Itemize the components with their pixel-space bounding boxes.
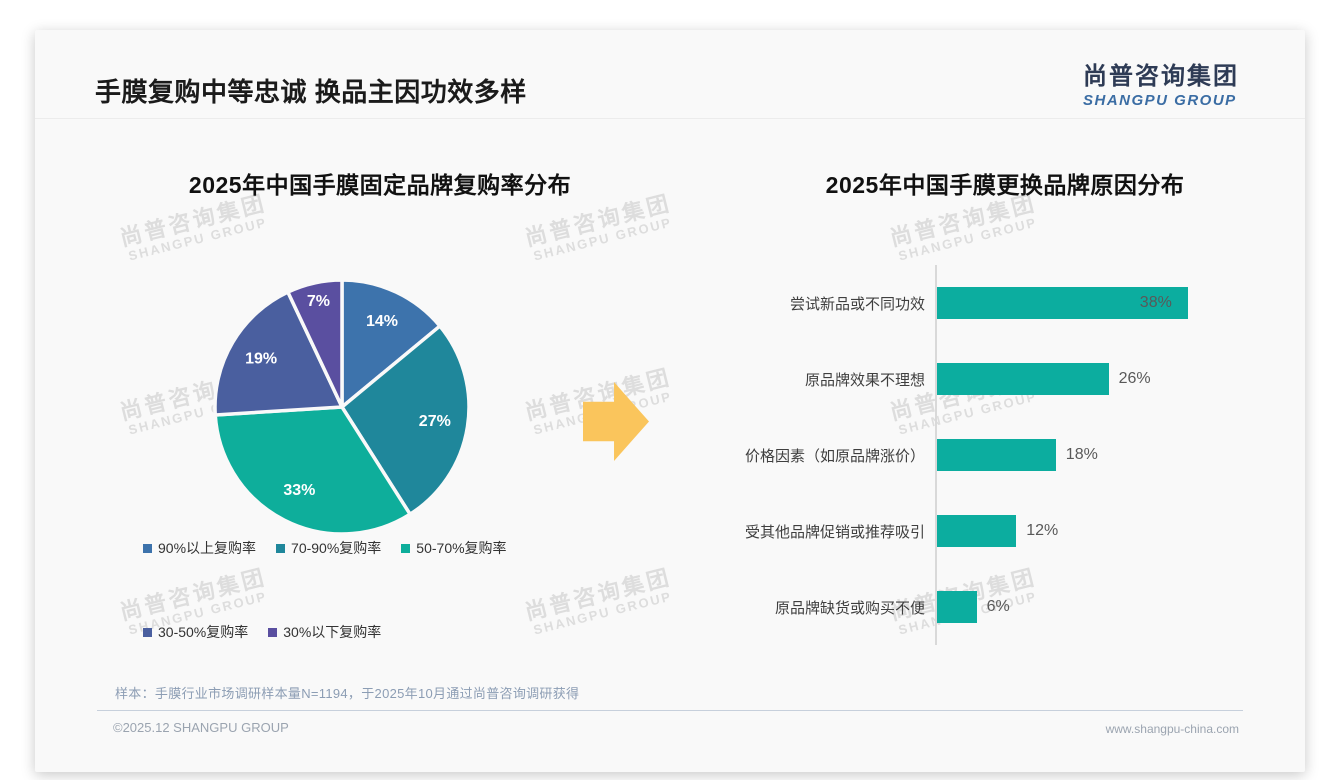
pie-slice <box>340 278 442 409</box>
pie-chart-container: 14% 27% 33% 19% 7% <box>207 272 477 542</box>
legend-item: 50-70%复购率 <box>401 538 507 558</box>
bar-category-label: 受其他品牌促销或推荐吸引 <box>744 523 925 541</box>
bar-category-label: 价格因素（如原品牌涨价） <box>744 447 925 465</box>
bar-category-label: 原品牌效果不理想 <box>804 371 925 389</box>
bar-plot-area: 18% <box>935 417 1269 493</box>
bar-value-label: 38% <box>1139 294 1172 311</box>
pie-slice <box>213 290 344 417</box>
bar-row: 原品牌缺货或购买不便 6% <box>635 569 1269 645</box>
bar-plot-area: 12% <box>935 493 1269 569</box>
legend-swatch <box>401 543 411 553</box>
bar-category-label: 尝试新品或不同功效 <box>789 295 925 313</box>
bar-row: 受其他品牌促销或推荐吸引 12% <box>635 493 1269 569</box>
bar-chart-title: 2025年中国手膜更换品牌原因分布 <box>825 172 1185 198</box>
bar-value-label: 26% <box>1118 370 1151 387</box>
legend-swatch <box>143 543 152 553</box>
legend-label: 50-70%复购率 <box>416 540 507 556</box>
legend-label: 90%以上复购率 <box>158 540 257 556</box>
footer-divider <box>97 710 1243 711</box>
bar-plot-area: 38% <box>935 265 1269 341</box>
bar-value-label: 6% <box>986 598 1010 615</box>
page-title: 手膜复购中等忠诚 换品主因功效多样 <box>95 77 527 107</box>
bar-fill <box>937 439 1056 471</box>
pie-chart: 14% 27% 33% 19% 7% <box>213 278 471 536</box>
header-divider <box>35 118 1305 119</box>
bar-fill <box>937 287 1188 319</box>
legend-swatch <box>268 627 278 637</box>
logo-english-name: SHANGPU GROUP <box>1083 92 1237 109</box>
slide-card: 尚普咨询集团 SHANGPU GROUP 尚普咨询集团 SHANGPU GROUP 尚普… <box>35 30 1305 772</box>
logo-chinese-name: 尚普咨询集团 <box>1083 63 1239 90</box>
legend-swatch <box>276 543 286 553</box>
pie-slice-label: 7% <box>307 293 330 310</box>
legend-item: 90%以上复购率 <box>143 538 256 558</box>
bar-chart: 尝试新品或不同功效 38% 原品牌效果不理想 26% 价格因素（如原品牌涨价） 18% 受其… <box>635 265 1269 645</box>
sample-note: 样本：手膜行业市场调研样本量N=1194，于2025年10月通过尚普咨询调研获得 <box>115 686 580 701</box>
legend-label: 70-90%复购率 <box>291 540 382 556</box>
bar-row: 价格因素（如原品牌涨价） 18% <box>635 417 1269 493</box>
legend-label: 30-50%复购率 <box>158 624 249 640</box>
pie-slice-label: 27% <box>419 413 451 430</box>
pie-slice <box>213 405 412 536</box>
pie-chart-title: 2025年中国手膜固定品牌复购率分布 <box>188 172 572 198</box>
copyright-text: ©2025.12 SHANGPU GROUP <box>113 720 289 735</box>
bar-plot-area: 26% <box>935 341 1269 417</box>
legend-item: 70-90%复购率 <box>276 538 381 558</box>
legend-item: 30%以下复购率 <box>268 622 381 642</box>
bar-row: 尝试新品或不同功效 38% <box>635 265 1269 341</box>
pie-slice-label: 14% <box>366 313 398 330</box>
legend-swatch <box>143 627 152 637</box>
pie-slice-label: 33% <box>283 482 315 499</box>
pie-slice <box>286 278 344 409</box>
company-logo: 尚普咨询集团 SHANGPU GROUP <box>1083 56 1239 109</box>
legend-item: 30-50%复购率 <box>143 622 248 642</box>
pie-slice-label: 19% <box>245 350 277 367</box>
bar-fill <box>937 515 1017 547</box>
legend-label: 30%以下复购率 <box>283 624 382 640</box>
website-url: www.shangpu-china.com <box>1105 722 1239 736</box>
bar-row: 原品牌效果不理想 26% <box>635 341 1269 417</box>
pie-legend: 90%以上复购率 70-90%复购率 50-70%复购率 30-50%复购率 30%以下… <box>143 538 613 642</box>
bar-fill <box>937 363 1109 395</box>
bar-value-label: 12% <box>1026 522 1059 539</box>
bar-fill <box>937 591 977 623</box>
bar-value-label: 18% <box>1065 446 1098 463</box>
bar-category-label: 原品牌缺货或购买不便 <box>774 599 925 617</box>
bar-plot-area: 6% <box>935 569 1269 645</box>
pie-slice <box>340 324 471 516</box>
